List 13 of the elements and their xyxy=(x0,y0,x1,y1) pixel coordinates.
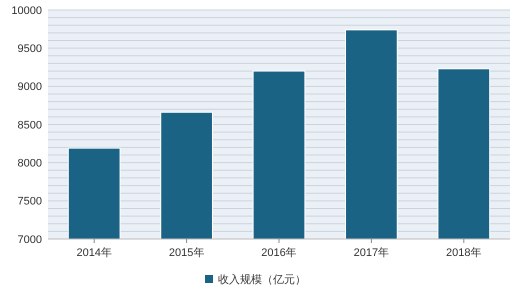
y-tick-label: 7500 xyxy=(18,196,42,208)
x-tick-label: 2018年 xyxy=(446,247,482,259)
y-tick-label: 7000 xyxy=(18,234,42,246)
x-tick-label: 2016年 xyxy=(261,247,297,259)
x-tick-label: 2015年 xyxy=(168,247,204,259)
y-tick-label: 8500 xyxy=(18,119,42,132)
y-tick-label: 9000 xyxy=(18,81,42,94)
y-tick-label: 8000 xyxy=(18,158,42,170)
y-tick-label: 10000 xyxy=(11,4,42,17)
x-tick-label: 2014年 xyxy=(76,247,112,259)
x-tick-label: 2017年 xyxy=(354,247,390,259)
legend-label: 收入规模（亿元） xyxy=(218,273,306,286)
y-tick-label: 9500 xyxy=(18,43,42,56)
